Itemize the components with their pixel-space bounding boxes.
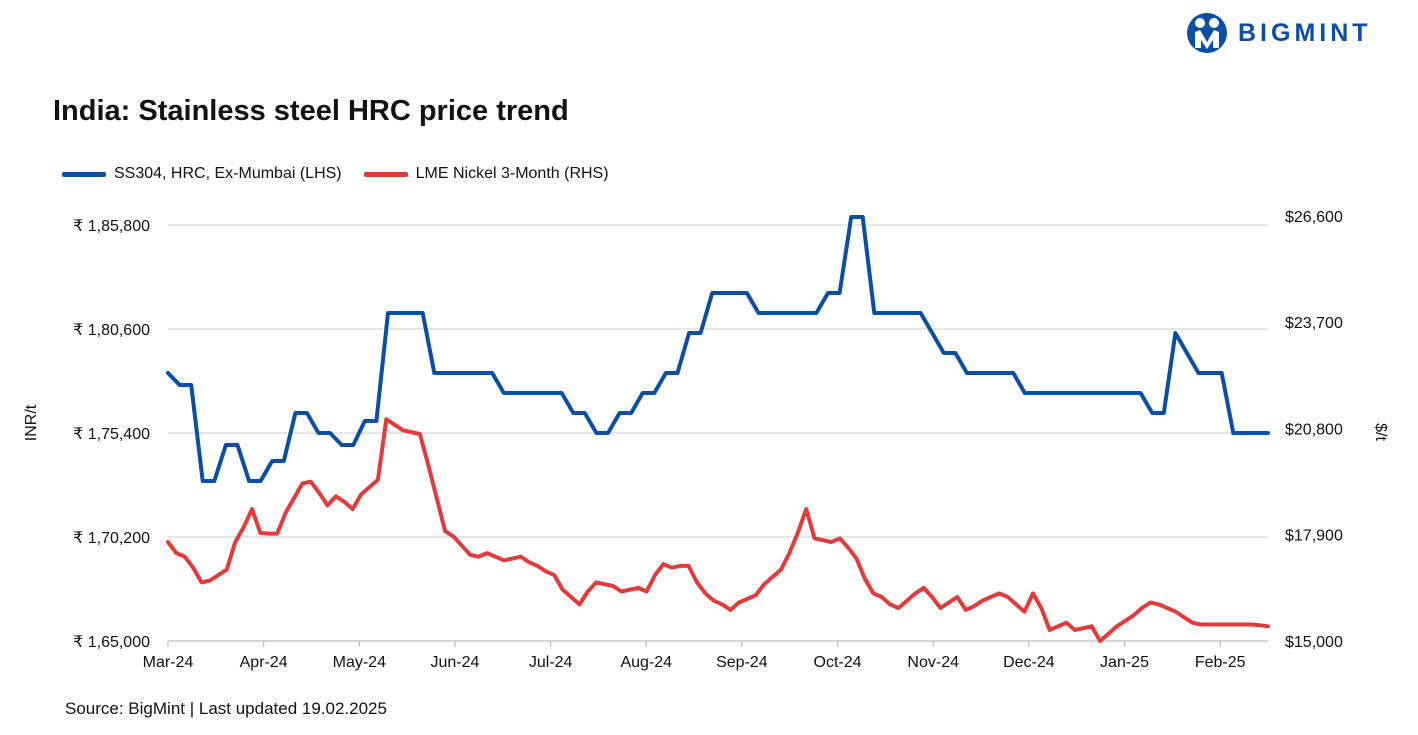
legend-label-ss304: SS304, HRC, Ex-Mumbai (LHS) <box>114 165 342 182</box>
x-tick-label: Nov-24 <box>907 654 959 671</box>
legend-item-ss304: SS304, HRC, Ex-Mumbai (LHS) <box>62 165 342 183</box>
y-left-tick-label: ₹ 1,65,000 <box>73 634 150 651</box>
brand-logo: BIGMINT <box>1186 12 1372 54</box>
y-right-tick-label: $15,000 <box>1285 634 1343 651</box>
x-tick-label: Jan-25 <box>1100 654 1149 671</box>
x-tick-label: Apr-24 <box>240 654 288 671</box>
x-tick-label: Dec-24 <box>1003 654 1055 671</box>
series-line-lme-nickel <box>166 417 1270 643</box>
y-right-tick-label: $23,700 <box>1285 315 1343 332</box>
brand-name: BIGMINT <box>1238 18 1372 47</box>
legend-swatch-ss304 <box>62 171 106 177</box>
x-tick-label: May-24 <box>333 654 386 671</box>
y-left-tick-label: ₹ 1,70,200 <box>73 530 150 547</box>
x-tick-label: Sep-24 <box>716 654 768 671</box>
page-title: India: Stainless steel HRC price trend <box>53 95 569 127</box>
x-tick-label: Aug-24 <box>620 654 672 671</box>
source-note: Source: BigMint | Last updated 19.02.202… <box>65 699 387 718</box>
x-tick-label: Jul-24 <box>529 654 573 671</box>
series-line-ss304 <box>166 215 1270 483</box>
legend-swatch-lme-nickel <box>363 171 408 177</box>
y-left-axis-title: INR/t <box>23 404 40 441</box>
legend-label-lme-nickel: LME Nickel 3-Month (RHS) <box>415 165 609 182</box>
chart-legend: SS304, HRC, Ex-Mumbai (LHS) LME Nickel 3… <box>62 165 609 183</box>
y-left-tick-label: ₹ 1,85,800 <box>73 218 150 235</box>
y-left-tick-label: ₹ 1,80,600 <box>73 322 150 339</box>
legend-item-lme-nickel: LME Nickel 3-Month (RHS) <box>363 165 609 183</box>
y-left-tick-label: ₹ 1,75,400 <box>73 426 150 443</box>
bigmint-logo-icon <box>1187 13 1227 53</box>
y-right-tick-label: $26,600 <box>1285 209 1343 226</box>
x-tick-label: Feb-25 <box>1195 654 1246 671</box>
x-tick-label: Oct-24 <box>814 654 862 671</box>
y-right-axis-title: $/t <box>1372 423 1389 441</box>
y-right-tick-label: $20,800 <box>1285 421 1343 438</box>
x-tick-label: Mar-24 <box>143 654 194 671</box>
x-tick-label: Jun-24 <box>430 654 479 671</box>
y-right-tick-label: $17,900 <box>1285 528 1343 545</box>
